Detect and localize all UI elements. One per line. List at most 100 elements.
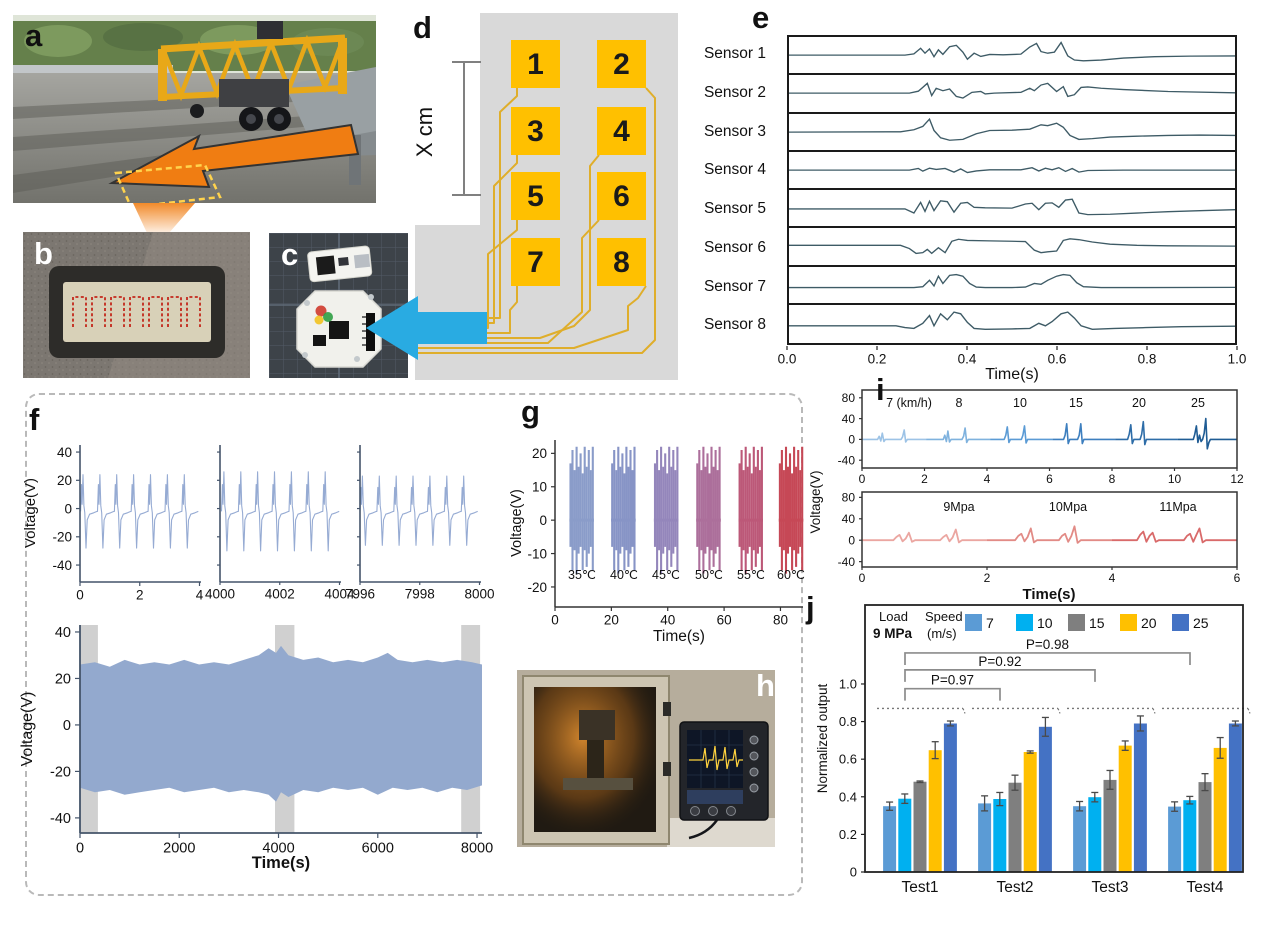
y-axis-title: Voltage(V) (808, 470, 823, 533)
y-tick-label: 20 (55, 672, 71, 688)
speed-7 (862, 429, 927, 443)
sensor-waveform (789, 238, 1236, 255)
bar-speed-15 (913, 781, 927, 872)
usb-dongle-board (307, 245, 373, 283)
x-tick-label: 4 (984, 472, 991, 486)
y-tick-label: 0.2 (839, 827, 857, 842)
bar-speed-25 (1133, 723, 1147, 872)
x-tick-label: 40 (660, 613, 675, 628)
trace-4 (409, 154, 600, 339)
octagon-sensor-board (296, 290, 382, 368)
environment-chamber (522, 675, 671, 845)
x-tick-label: 20 (604, 613, 619, 628)
x-tick-label: 1.0 (1228, 352, 1247, 367)
x-tick-label: 4000 (262, 841, 294, 857)
bar-speed-7 (1073, 806, 1087, 872)
panel-letter-i: i (876, 372, 885, 407)
y-tick-label: -40 (50, 811, 71, 827)
chart-g-temperature: 0 20 40 60 80 20 10 0 -10 -20 35℃ 40℃ 45℃ 50℃ 55℃ 60℃ Ti… (509, 440, 805, 645)
trace-8 (409, 285, 647, 349)
sensor-waveform (789, 82, 1236, 99)
pressure-label: 9Mpa (943, 500, 974, 514)
sensor-label: Sensor 8 (703, 316, 766, 334)
speed-label: 15 (1069, 396, 1083, 410)
bar-speed-25 (1038, 726, 1052, 872)
y-tick-label: 0 (848, 534, 855, 548)
panel-letter-a: a (25, 18, 43, 53)
sensor-pad-6 (597, 172, 646, 220)
fatigue-waveform (359, 475, 478, 546)
bar-speed-15 (1103, 779, 1117, 872)
sensor-pad-number: 2 (613, 48, 630, 81)
temp-label: 55℃ (737, 568, 765, 582)
x-tick-label: 8000 (461, 841, 493, 857)
sensor-label: Sensor 3 (703, 122, 766, 140)
y-tick-label: 40 (57, 445, 72, 460)
sensor-pad-number: 4 (613, 115, 630, 148)
sensor-strip-5 (789, 198, 1236, 229)
legend-swatch (965, 614, 982, 631)
sensor-strip-1 (789, 41, 1236, 76)
p-value-bracket (904, 669, 1096, 682)
x-tick-label: 0 (859, 571, 866, 585)
speed-label: 25 (1191, 396, 1205, 410)
direction-arrow (108, 123, 360, 189)
panel-letter-j: j (806, 590, 815, 625)
bar-speed-25 (1228, 723, 1242, 872)
fatigue-waveform (220, 471, 340, 552)
p-value-bracket (904, 687, 1001, 701)
y-tick-label: 0 (63, 718, 71, 734)
speed-label: 8 (956, 396, 963, 410)
chart-e-time-axis: 0.0 0.2 0.4 0.6 0.8 1.0 Time(s) (778, 346, 1246, 383)
sensor-strip (63, 282, 211, 342)
bar-speed-10 (898, 798, 912, 872)
sensor-strip-7 (789, 273, 1236, 305)
sensor-waveform (789, 273, 1236, 288)
trace-6 (409, 219, 600, 344)
bar-speed-15 (1198, 782, 1212, 872)
y-axis-title: Voltage(V) (509, 489, 525, 557)
legend-entry-label: 7 (986, 615, 994, 631)
x-tick-label: 60 (717, 613, 732, 628)
x-axis-title: Time(s) (985, 366, 1039, 383)
panel-letter-g: g (521, 394, 540, 429)
x-tick-label: 0.2 (868, 352, 887, 367)
x-tick-label: 2 (136, 588, 144, 603)
sensor-pad-number: 7 (527, 246, 544, 279)
x-tick-label: 2 (921, 472, 928, 486)
sensor-pad-1 (511, 40, 560, 88)
pressure-9mpa (862, 528, 987, 544)
sensor-array-diagram: 1 2 3 4 5 6 7 8 X cm (366, 13, 678, 380)
x-tick-label: 80 (773, 613, 788, 628)
category-label: Test4 (1186, 879, 1223, 896)
y-tick-label: 0 (848, 433, 855, 447)
sensor-pad-number: 3 (527, 115, 544, 148)
y-tick-label: 40 (55, 625, 71, 641)
sensor-waveform (788, 117, 1236, 141)
temp-label: 35℃ (568, 568, 596, 582)
x-tick-label: 0 (76, 588, 84, 603)
x-tick-label: 4000 (205, 587, 235, 602)
photo-readout-electronics (269, 233, 408, 378)
speed-15 (1052, 422, 1116, 445)
y-tick-label: 1.0 (839, 676, 857, 691)
bar-speed-7 (883, 806, 897, 872)
y-tick-label: 80 (842, 491, 856, 505)
category-label: Test1 (901, 879, 938, 896)
sensor-pad-number: 8 (613, 246, 630, 279)
x-tick-label: 6 (1046, 472, 1053, 486)
sensor-pad-4 (597, 107, 646, 155)
bar-speed-7 (1168, 806, 1182, 872)
bar-speed-20 (1023, 752, 1037, 872)
chart-f-cycles-middle: 4000 4002 4004 (205, 445, 355, 602)
panel-letter-c: c (281, 237, 299, 272)
sensor-pad-2 (597, 40, 646, 88)
legend-entry-label: 15 (1089, 615, 1105, 631)
speed-label: 10 (1013, 396, 1027, 410)
sensor-label: Sensor 2 (703, 83, 766, 101)
x-tick-label: 4004 (324, 587, 355, 602)
p-value-bracket (904, 652, 1191, 665)
x-axis-title: Time(s) (1022, 586, 1075, 603)
bar-speed-10 (993, 799, 1007, 872)
